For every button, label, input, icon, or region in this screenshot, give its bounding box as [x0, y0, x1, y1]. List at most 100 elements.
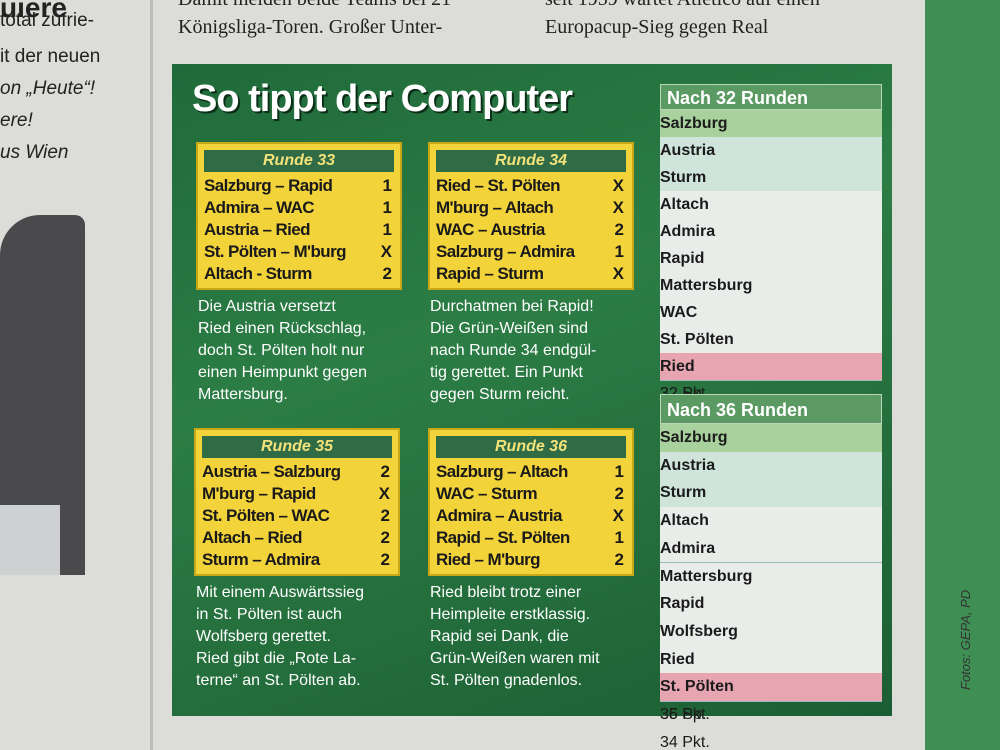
caption-line: Die Grün-Weißen sind	[430, 320, 588, 337]
caption-line: in St. Pölten ist auch	[196, 606, 342, 623]
team: WAC	[660, 304, 698, 321]
tip: X	[612, 176, 624, 195]
right-fragment: seit 1959 wartet Atletico auf einen	[545, 0, 820, 11]
caption-line: terne“ an St. Pölten ab.	[196, 672, 361, 689]
team: Mattersburg	[660, 567, 753, 585]
tip: X	[378, 484, 390, 503]
team: Mattersburg	[660, 277, 753, 294]
match: Admira – WAC	[204, 198, 315, 217]
team: Sturm	[660, 484, 707, 502]
table-row: Rapid32 Sp.37 Pkt.	[660, 245, 882, 321]
standings-table: Nach 32 RundenSalzburg32 Sp.69 Pkt.Austr…	[660, 84, 882, 429]
team: Ried	[660, 358, 695, 375]
panel-title: So tippt der Computer	[192, 78, 573, 120]
table-row: Salzburg32 Sp.69 Pkt.	[660, 110, 882, 186]
tip: 2	[380, 506, 390, 525]
table-row: Ried 36 Sp.35 Pkt.	[660, 645, 882, 723]
table-row: St. Pölten 36 Sp. 34 Pkt.	[660, 673, 882, 750]
table-row: Ried32 Sp.31 Pkt.	[660, 353, 882, 429]
team: St. Pölten	[660, 678, 734, 696]
middle-fragment: Königsliga-Toren. Großer Unter-	[178, 16, 443, 38]
photo-credit: Fotos: GEPA, PD	[958, 589, 973, 690]
games: 36 Sp.	[660, 706, 707, 723]
table-row: WAC32 Sp.35 Pkt.	[660, 299, 882, 375]
tip: 1	[382, 198, 392, 217]
round-label: Runde 34	[436, 150, 626, 172]
table-row: Altach32 Sp.53 Pkt.	[660, 191, 882, 267]
team: Salzburg	[660, 429, 728, 446]
tip: X	[380, 242, 392, 261]
match: Salzburg – Rapid	[204, 176, 333, 195]
tip: 2	[614, 550, 624, 569]
table-row: Admira32 Sp.43 Pkt.	[660, 218, 882, 294]
match: WAC – Sturm	[436, 484, 538, 503]
team: Rapid	[660, 250, 705, 267]
tip: X	[612, 264, 624, 283]
round-box: Runde 33 Salzburg – Rapid 1 Admira – WAC 1 Au…	[196, 142, 402, 290]
table-row: Mattersburg36 Sp.43 Pkt.	[660, 562, 882, 640]
table-title: Nach 32 Runden	[660, 84, 882, 110]
match: St. Pölten – WAC	[202, 506, 330, 525]
round-box: Runde 35 Austria – Salzburg 2 M'burg – Rapi…	[194, 428, 400, 576]
tip: X	[612, 198, 624, 217]
round-label: Runde 36	[436, 436, 626, 458]
left-fragment: on „Heute“!	[0, 78, 96, 99]
team: Altach	[660, 512, 709, 530]
caption-line: Durchatmen bei Rapid!	[430, 298, 594, 315]
caption-line: Ried einen Rückschlag,	[198, 320, 367, 337]
tip: 1	[614, 242, 624, 261]
match: Ried – M'burg	[436, 550, 541, 569]
table-title: Nach 36 Runden	[660, 394, 882, 424]
round-label: Runde 33	[204, 150, 394, 172]
tip: 2	[380, 550, 390, 569]
team: Rapid	[660, 595, 705, 613]
tip: 1	[382, 220, 392, 239]
caption-line: einen Heimpunkt gegen	[198, 364, 368, 381]
match: WAC – Austria	[436, 220, 545, 239]
round-label: Runde 35	[202, 436, 392, 458]
caption-line: Die Austria versetzt	[198, 298, 336, 315]
table-row: Sturm32 Sp.54 Pkt.	[660, 164, 882, 240]
caption-line: nach Runde 34 endgül-	[430, 342, 597, 359]
team: Austria	[660, 456, 716, 474]
match: Salzburg – Admira	[436, 242, 575, 261]
team: Salzburg	[660, 115, 728, 132]
caption-line: doch St. Pölten holt nur	[198, 342, 365, 359]
match: Rapid – Sturm	[436, 264, 544, 283]
caption-line: St. Pölten gnadenlos.	[430, 672, 583, 689]
table-row: Mattersburg32 Sp.37 Pkt.	[660, 272, 882, 348]
points: 34 Pkt.	[660, 733, 710, 750]
table-row: Austria36 Sp.64 Pkt.	[660, 451, 882, 529]
caption-line: Wolfsberg gerettet.	[196, 628, 331, 645]
team: Sturm	[660, 169, 707, 186]
table-row: St. Pölten32 Sp.32 Pkt.	[660, 326, 882, 402]
middle-fragment: Damit melden beide Teams bei 21	[178, 0, 451, 11]
table-row: Wolfsberg36 Sp.38 Pkt.	[660, 617, 882, 695]
table-row: Sturm36 Sp.61 Pkt.	[660, 479, 882, 557]
match: M'burg – Altach	[436, 198, 554, 217]
right-fragment: Europacup-Sieg gegen Real	[545, 16, 769, 38]
match: Rapid – St. Pölten	[436, 528, 570, 547]
team: St. Pölten	[660, 331, 734, 348]
tip: 2	[614, 484, 624, 503]
team: Admira	[660, 223, 716, 240]
tip: 2	[614, 220, 624, 239]
left-fragment: it der neuen	[0, 46, 101, 67]
team: Wolfsberg	[660, 622, 738, 640]
caption-line: Mit einem Auswärtssieg	[196, 584, 365, 601]
standings-table: Nach 36 RundenSalzburg36 Sp.81 Pkt.Austr…	[660, 394, 882, 750]
left-fragment: total zufrie-	[0, 10, 94, 31]
caption-line: Mattersburg.	[198, 386, 288, 403]
caption-line: tig gerettet. Ein Punkt	[430, 364, 583, 381]
points: 35 Pkt.	[660, 706, 710, 723]
left-fragment: ere!	[0, 110, 33, 131]
tip: 1	[614, 462, 624, 481]
match: Austria – Salzburg	[202, 462, 341, 481]
tip: 2	[380, 528, 390, 547]
match: Sturm – Admira	[202, 550, 320, 569]
column-rule	[150, 0, 153, 750]
round-box: Runde 34 Ried – St. Pölten X M'burg – Altac…	[428, 142, 634, 290]
caption-line: Ried bleibt trotz einer	[430, 584, 582, 601]
left-fragment: uiere	[0, 0, 67, 23]
